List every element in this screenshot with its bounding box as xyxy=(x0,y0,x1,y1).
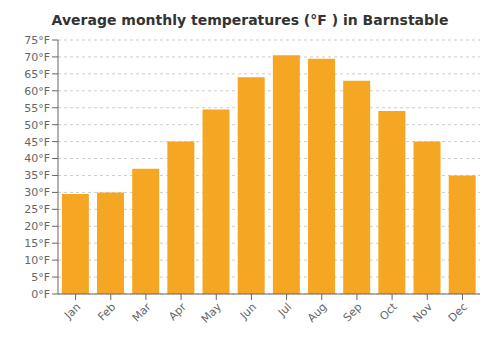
svg-text:55°F: 55°F xyxy=(24,102,50,115)
svg-text:5°F: 5°F xyxy=(31,271,50,284)
svg-text:30°F: 30°F xyxy=(24,186,50,199)
svg-text:Nov: Nov xyxy=(411,300,436,325)
svg-text:Oct: Oct xyxy=(377,300,400,323)
html-text:Average monthly temperatures (: Average monthly temperatures (°F ) in Ba… xyxy=(51,12,449,28)
svg-text:Sep: Sep xyxy=(341,300,365,324)
svg-text:70°F: 70°F xyxy=(24,51,50,64)
svg-text:20°F: 20°F xyxy=(24,220,50,233)
svg-text:25°F: 25°F xyxy=(24,203,50,216)
svg-text:Jan: Jan xyxy=(61,300,83,322)
svg-text:Mar: Mar xyxy=(130,300,154,324)
svg-text:Dec: Dec xyxy=(446,300,470,324)
svg-text:10°F: 10°F xyxy=(24,254,50,267)
svg-text:50°F: 50°F xyxy=(24,119,50,132)
svg-text:40°F: 40°F xyxy=(24,152,50,165)
svg-text:May: May xyxy=(199,300,225,326)
svg-text:Jul: Jul xyxy=(275,300,294,319)
svg-text:0°F: 0°F xyxy=(31,288,50,301)
svg-text:45°F: 45°F xyxy=(24,136,50,149)
svg-text:60°F: 60°F xyxy=(24,85,50,98)
svg-text:15°F: 15°F xyxy=(24,237,50,250)
svg-text:65°F: 65°F xyxy=(24,68,50,81)
svg-text:Jun: Jun xyxy=(237,300,259,322)
svg-text:75°F: 75°F xyxy=(24,34,50,47)
svg-text:Aug: Aug xyxy=(305,300,329,324)
svg-text:Feb: Feb xyxy=(95,300,118,323)
svg-text:35°F: 35°F xyxy=(24,169,50,182)
svg-text:Apr: Apr xyxy=(166,300,189,323)
